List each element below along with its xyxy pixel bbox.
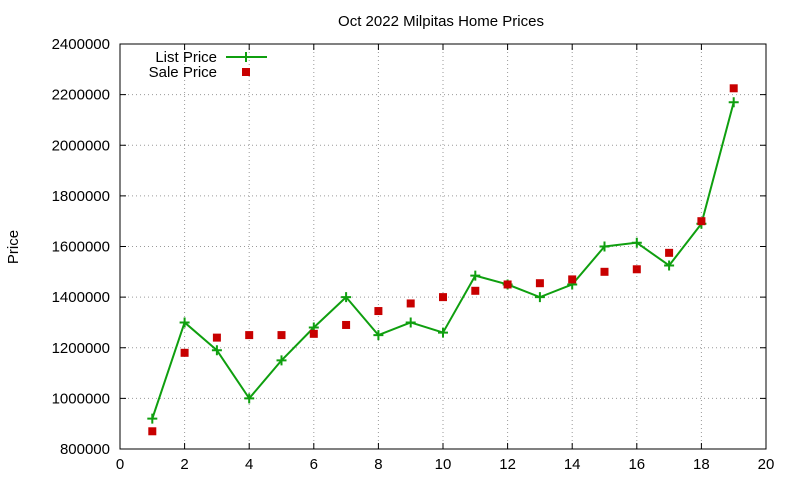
sale-price-point <box>503 280 512 289</box>
x-tick-label: 16 <box>628 456 645 473</box>
legend-marker-sale-price <box>242 68 250 76</box>
list-price-point <box>534 292 545 303</box>
sale-price-point <box>697 217 706 226</box>
sale-price-point <box>632 265 641 274</box>
sale-price-point <box>665 248 674 257</box>
axis-ticks: 0 2 4 6 8 10 12 14 16 18 20 800000 1000000 1200000 140… <box>52 36 775 473</box>
list-price-point <box>470 270 481 281</box>
sale-price-point <box>212 333 221 342</box>
x-tick-label: 0 <box>116 456 124 473</box>
y-tick-label: 800000 <box>60 441 110 458</box>
y-tick-label: 1800000 <box>52 188 110 205</box>
list-price-point <box>405 317 416 328</box>
list-price-point <box>631 237 642 248</box>
list-price-point <box>373 330 384 341</box>
x-tick-label: 2 <box>180 456 188 473</box>
y-tick-label: 1200000 <box>52 340 110 357</box>
y-tick-label: 1000000 <box>52 390 110 407</box>
list-price-point <box>211 345 222 356</box>
x-tick-label: 14 <box>564 456 581 473</box>
sale-price-point <box>277 331 286 340</box>
list-price-point <box>438 327 448 338</box>
x-tick-label: 10 <box>435 456 452 473</box>
list-price-point <box>664 260 675 271</box>
sale-price-point <box>600 267 609 276</box>
sale-price-point <box>439 293 447 302</box>
x-tick-label: 6 <box>310 456 318 473</box>
sale-price-point <box>568 275 577 284</box>
list-price-point <box>599 241 610 252</box>
y-tick-label: 2200000 <box>52 87 110 104</box>
x-tick-label: 4 <box>245 456 253 473</box>
y-tick-label: 2400000 <box>52 36 110 53</box>
x-tick-label: 20 <box>758 456 775 473</box>
x-tick-label: 18 <box>693 456 710 473</box>
legend-label-list-price: List Price <box>155 49 217 66</box>
list-price-point <box>341 292 352 303</box>
chart-title: Oct 2022 Milpitas Home Prices <box>338 13 544 30</box>
y-tick-label: 1600000 <box>52 239 110 256</box>
data-series <box>147 84 739 436</box>
legend-label-sale-price: Sale Price <box>149 64 217 81</box>
y-axis-label: Price <box>5 230 22 264</box>
sale-price-point <box>374 307 383 316</box>
sale-price-point <box>729 84 738 93</box>
sale-price-point <box>148 427 157 436</box>
list-price-point <box>276 355 287 366</box>
y-tick-label: 1400000 <box>52 289 110 306</box>
legend-marker-list-price <box>241 52 251 62</box>
list-price-point <box>244 393 255 404</box>
sale-price-point <box>180 348 189 357</box>
sale-price-point <box>245 331 254 340</box>
sale-price-series <box>148 84 738 436</box>
list-price-point <box>179 317 190 328</box>
x-tick-label: 12 <box>499 456 516 473</box>
x-tick-label: 8 <box>374 456 382 473</box>
grid-lines <box>120 44 766 449</box>
sale-price-point <box>309 329 318 338</box>
list-price-point <box>728 97 739 108</box>
sale-price-point <box>471 286 480 295</box>
sale-price-point <box>406 299 415 308</box>
sale-price-point <box>342 320 351 329</box>
y-tick-label: 2000000 <box>52 137 110 154</box>
sale-price-point <box>535 279 544 288</box>
list-price-point <box>147 413 158 424</box>
